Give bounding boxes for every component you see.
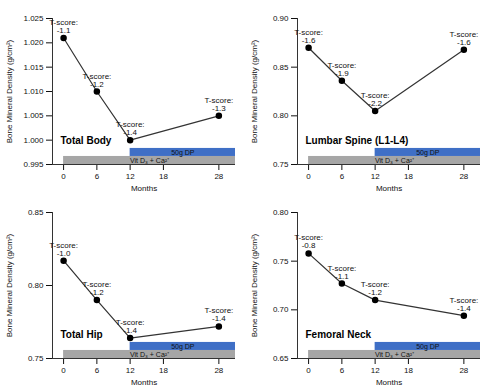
svg-text:50g DP: 50g DP	[171, 149, 195, 157]
svg-text:T-score:-1.2: T-score:-1.2	[361, 280, 390, 297]
svg-text:Vit D₃ + Ca²⁺: Vit D₃ + Ca²⁺	[130, 351, 170, 358]
svg-text:18: 18	[159, 366, 168, 375]
svg-text:28: 28	[214, 172, 223, 181]
svg-text:Vit D₃ + Ca²⁺: Vit D₃ + Ca²⁺	[130, 157, 170, 164]
svg-text:Vit D₃ + Ca²⁺: Vit D₃ + Ca²⁺	[375, 157, 415, 164]
svg-text:12: 12	[126, 366, 135, 375]
svg-text:Vit D₃ + Ca²⁺: Vit D₃ + Ca²⁺	[375, 351, 415, 358]
svg-text:0.75: 0.75	[273, 160, 289, 169]
svg-text:T-score:-1.2: T-score:-1.2	[82, 280, 111, 297]
svg-text:T-score:-1.1: T-score:-1.1	[49, 18, 78, 35]
svg-text:T-score:-1.3: T-score:-1.3	[204, 96, 233, 113]
svg-text:6: 6	[95, 172, 100, 181]
svg-text:Bone Mineral Density (g/cm²): Bone Mineral Density (g/cm²)	[250, 233, 259, 337]
svg-text:Months: Months	[131, 378, 157, 387]
svg-text:T-score:-1.6: T-score:-1.6	[449, 30, 478, 47]
svg-text:Months: Months	[376, 378, 402, 387]
svg-text:50g DP: 50g DP	[171, 343, 195, 351]
svg-text:0: 0	[306, 366, 311, 375]
svg-text:18: 18	[159, 172, 168, 181]
svg-text:1.020: 1.020	[23, 38, 44, 47]
svg-text:18: 18	[404, 366, 413, 375]
svg-text:T-score:-1.2: T-score:-1.2	[82, 72, 111, 89]
svg-text:0.995: 0.995	[23, 160, 44, 169]
svg-text:1.025: 1.025	[23, 14, 44, 23]
svg-text:Femoral Neck: Femoral Neck	[306, 329, 372, 340]
svg-text:0: 0	[61, 172, 66, 181]
svg-text:0.80: 0.80	[273, 111, 289, 120]
svg-text:28: 28	[214, 366, 223, 375]
svg-text:T-score:-1.4: T-score:-1.4	[116, 120, 145, 137]
svg-text:0.90: 0.90	[273, 14, 289, 23]
svg-text:Bone Mineral Density (g/cm²): Bone Mineral Density (g/cm²)	[5, 233, 14, 337]
svg-text:Total Hip: Total Hip	[61, 329, 103, 340]
svg-text:28: 28	[459, 172, 468, 181]
svg-text:0.80: 0.80	[28, 281, 44, 290]
svg-text:50g DP: 50g DP	[416, 343, 440, 351]
svg-text:Lumbar Spine (L1-L4): Lumbar Spine (L1-L4)	[306, 135, 409, 146]
svg-text:T-score:-1.4: T-score:-1.4	[204, 306, 233, 323]
svg-text:0: 0	[306, 172, 311, 181]
svg-text:6: 6	[340, 172, 345, 181]
svg-text:28: 28	[459, 366, 468, 375]
svg-text:6: 6	[340, 366, 345, 375]
svg-text:T-score:-1.1: T-score:-1.1	[327, 264, 356, 281]
svg-text:0: 0	[61, 366, 66, 375]
svg-text:12: 12	[371, 172, 380, 181]
svg-text:0.65: 0.65	[273, 354, 289, 363]
svg-text:0.85: 0.85	[273, 63, 289, 72]
svg-text:0.75: 0.75	[273, 257, 289, 266]
svg-text:T-score:-1.6: T-score:-1.6	[294, 28, 323, 45]
svg-text:T-score:-1.4: T-score:-1.4	[116, 318, 145, 335]
svg-text:6: 6	[95, 366, 100, 375]
svg-text:T-score:-0.8: T-score:-0.8	[294, 233, 323, 250]
svg-text:Months: Months	[131, 184, 157, 193]
svg-text:18: 18	[404, 172, 413, 181]
svg-text:T-score:-1.0: T-score:-1.0	[49, 241, 78, 258]
svg-text:50g DP: 50g DP	[416, 149, 440, 157]
svg-text:0.85: 0.85	[28, 208, 44, 217]
svg-text:T-score:-1.9: T-score:-1.9	[327, 61, 356, 78]
svg-text:T-score:-1.4: T-score:-1.4	[449, 296, 478, 313]
svg-text:1.005: 1.005	[23, 111, 44, 120]
svg-text:12: 12	[371, 366, 380, 375]
svg-text:T-score:-2.2: T-score:-2.2	[361, 91, 390, 108]
svg-text:Months: Months	[376, 184, 402, 193]
svg-text:1.000: 1.000	[23, 136, 44, 145]
svg-text:Total Body: Total Body	[61, 135, 112, 146]
svg-text:1.010: 1.010	[23, 87, 44, 96]
svg-text:0.70: 0.70	[273, 305, 289, 314]
svg-text:0.80: 0.80	[273, 208, 289, 217]
svg-text:1.015: 1.015	[23, 63, 44, 72]
svg-text:Bone Mineral Density (g/cm²): Bone Mineral Density (g/cm²)	[250, 39, 259, 143]
svg-text:0.75: 0.75	[28, 354, 44, 363]
svg-text:Bone Mineral Density (g/cm²): Bone Mineral Density (g/cm²)	[5, 39, 14, 143]
svg-text:12: 12	[126, 172, 135, 181]
